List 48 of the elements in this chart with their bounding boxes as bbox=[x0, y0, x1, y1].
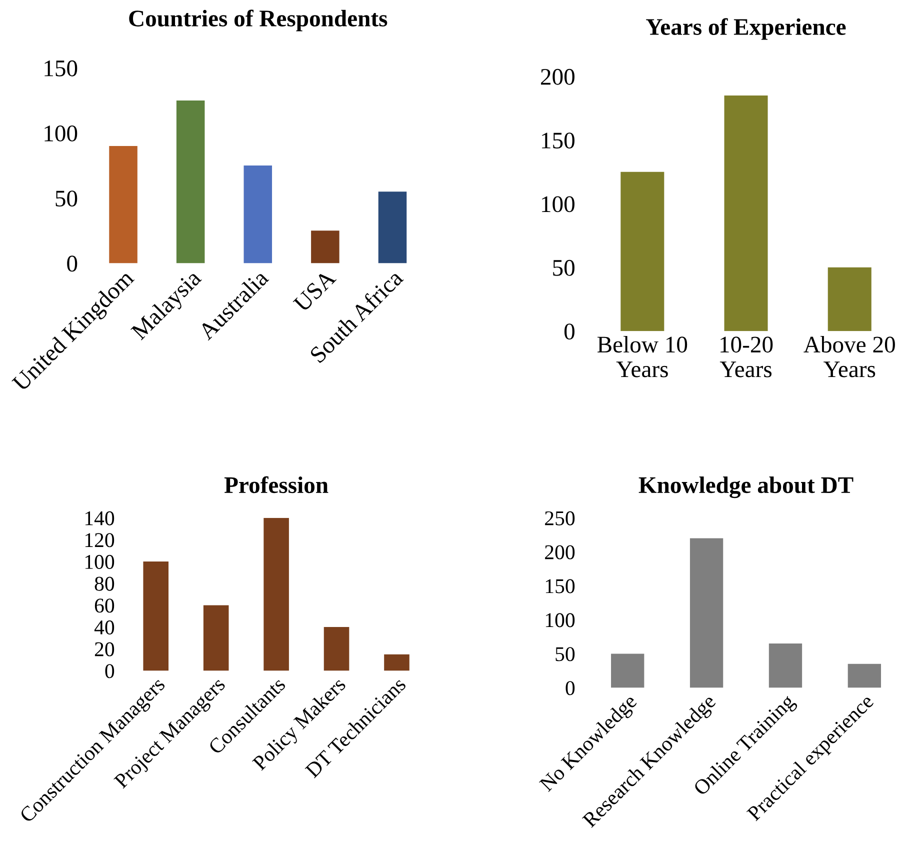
bar bbox=[324, 627, 350, 671]
y-tick-label: 100 bbox=[542, 196, 574, 212]
x-tick-label: Below 10 Years bbox=[597, 336, 688, 378]
bar bbox=[724, 96, 768, 332]
bar bbox=[244, 166, 272, 264]
y-tick-label: 0 bbox=[566, 681, 575, 696]
bar bbox=[848, 664, 881, 688]
chart-title: Knowledge about DT bbox=[638, 476, 854, 498]
y-tick-label: 200 bbox=[540, 68, 574, 85]
bar bbox=[203, 605, 229, 671]
y-tick-label: 200 bbox=[545, 545, 575, 560]
bar bbox=[109, 146, 138, 264]
y-tick-label: 20 bbox=[94, 642, 114, 656]
bar bbox=[690, 538, 724, 688]
y-tick-label: 150 bbox=[546, 579, 575, 594]
bar bbox=[143, 562, 169, 671]
y-tick-label: 50 bbox=[556, 647, 575, 662]
x-tick-label: USA bbox=[292, 268, 337, 313]
chart-title: Profession bbox=[224, 476, 328, 494]
y-tick-label: 0 bbox=[67, 256, 78, 272]
bar bbox=[768, 644, 802, 688]
y-tick-label: 50 bbox=[56, 190, 78, 207]
y-tick-label: 150 bbox=[44, 60, 78, 76]
y-tick-label: 120 bbox=[85, 533, 114, 548]
bar bbox=[264, 518, 289, 671]
y-tick-label: 100 bbox=[44, 126, 78, 142]
y-tick-label: 60 bbox=[94, 598, 114, 613]
y-tick-label: 0 bbox=[105, 664, 114, 678]
y-tick-label: 100 bbox=[546, 613, 575, 628]
y-tick-label: 40 bbox=[94, 620, 114, 634]
y-tick-label: 100 bbox=[85, 554, 114, 569]
chart-title: Countries of Respondents bbox=[129, 10, 388, 32]
x-tick-label: 10-20 Years bbox=[720, 336, 773, 378]
bar bbox=[176, 100, 205, 264]
bar bbox=[620, 172, 664, 332]
y-tick-label: 250 bbox=[545, 511, 575, 526]
y-tick-label: 140 bbox=[85, 511, 114, 526]
bar bbox=[611, 654, 644, 688]
bar bbox=[384, 654, 410, 671]
x-tick-label: Above 20 Years bbox=[804, 336, 895, 378]
bar bbox=[828, 267, 872, 332]
y-tick-label: 0 bbox=[564, 324, 574, 340]
y-tick-label: 80 bbox=[94, 576, 114, 591]
bar bbox=[311, 230, 340, 264]
chart-title: Years of Experience bbox=[646, 18, 846, 40]
y-tick-label: 50 bbox=[553, 260, 574, 276]
y-tick-label: 150 bbox=[542, 132, 574, 149]
bar bbox=[378, 192, 407, 264]
